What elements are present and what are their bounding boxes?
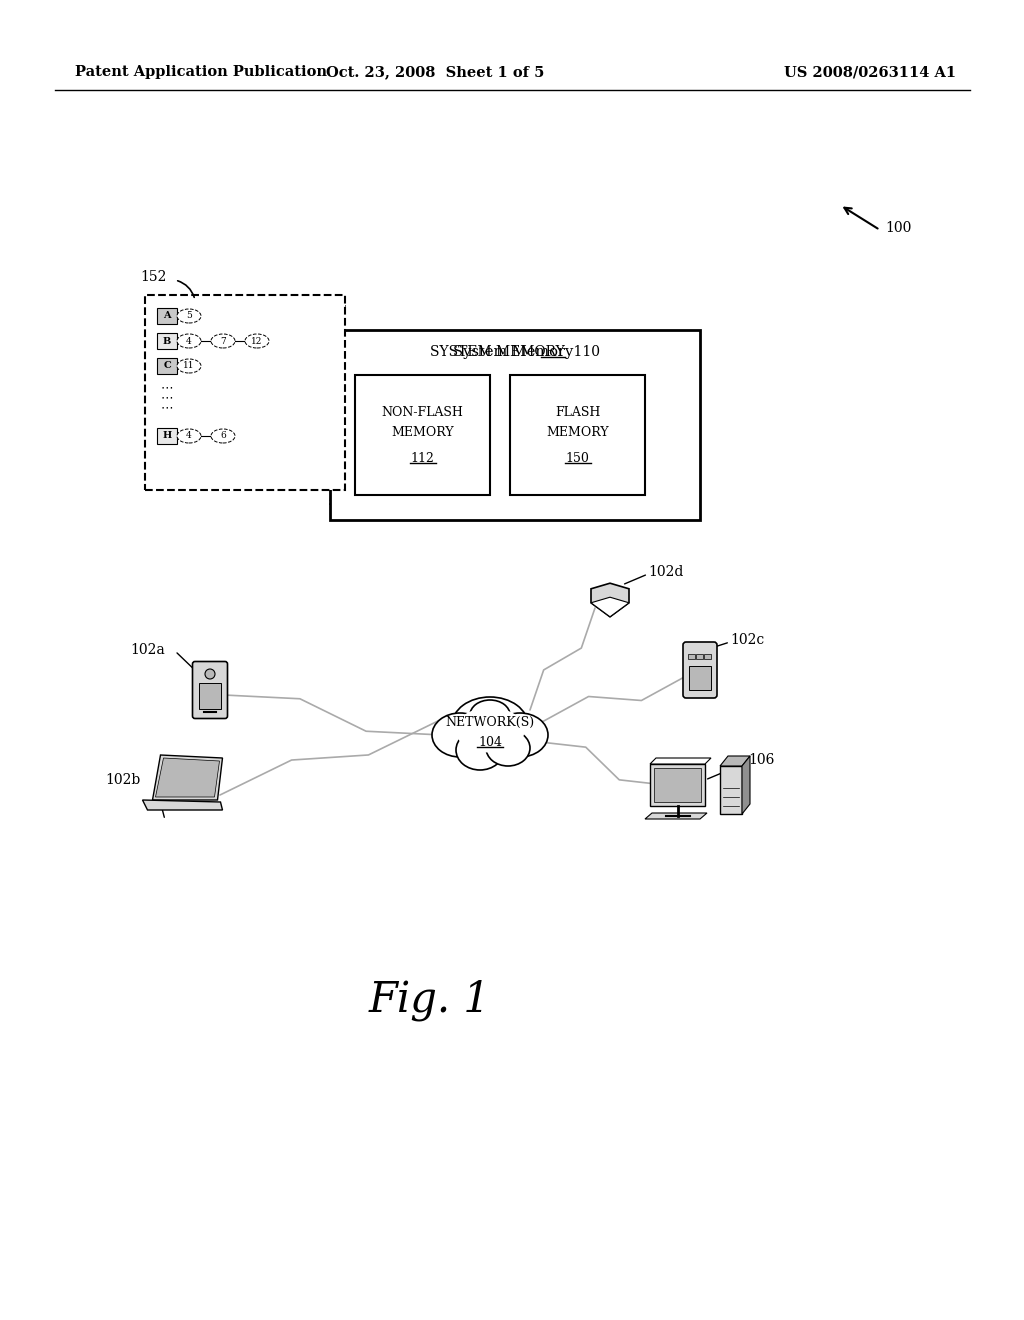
Bar bbox=[720, 766, 742, 814]
Text: SYSTEM MEMORY  110: SYSTEM MEMORY 110 bbox=[430, 345, 600, 359]
Bar bbox=[688, 653, 695, 659]
Ellipse shape bbox=[211, 429, 234, 444]
Bar bbox=[157, 308, 177, 323]
Ellipse shape bbox=[492, 713, 548, 756]
Bar bbox=[157, 333, 177, 348]
Text: 102c: 102c bbox=[730, 634, 764, 647]
Bar bbox=[650, 764, 705, 807]
Polygon shape bbox=[153, 755, 222, 800]
Text: 150: 150 bbox=[565, 451, 590, 465]
Bar bbox=[145, 294, 345, 490]
Ellipse shape bbox=[456, 730, 504, 770]
Ellipse shape bbox=[452, 697, 528, 752]
Ellipse shape bbox=[177, 334, 201, 348]
Text: NON-FLASH: NON-FLASH bbox=[382, 407, 464, 420]
FancyBboxPatch shape bbox=[193, 661, 227, 718]
Text: MEMORY: MEMORY bbox=[391, 426, 454, 440]
Polygon shape bbox=[720, 756, 750, 766]
Bar bbox=[157, 428, 177, 444]
Text: B: B bbox=[163, 337, 171, 346]
Text: 102b: 102b bbox=[105, 774, 140, 787]
Polygon shape bbox=[650, 758, 711, 764]
Ellipse shape bbox=[470, 700, 510, 730]
Ellipse shape bbox=[486, 730, 530, 766]
Bar bbox=[510, 375, 645, 495]
Ellipse shape bbox=[177, 309, 201, 323]
Text: 102a: 102a bbox=[130, 643, 165, 657]
Text: US 2008/0263114 A1: US 2008/0263114 A1 bbox=[784, 65, 956, 79]
Bar bbox=[654, 768, 701, 803]
Text: MEMORY: MEMORY bbox=[546, 426, 609, 440]
Polygon shape bbox=[142, 800, 222, 810]
Bar bbox=[330, 330, 700, 520]
Text: A: A bbox=[163, 312, 171, 321]
Bar bbox=[705, 653, 711, 659]
Text: Patent Application Publication: Patent Application Publication bbox=[75, 65, 327, 79]
Ellipse shape bbox=[456, 708, 524, 752]
Circle shape bbox=[205, 669, 215, 678]
Ellipse shape bbox=[211, 334, 234, 348]
Polygon shape bbox=[156, 758, 219, 797]
Text: 106: 106 bbox=[748, 752, 774, 767]
Text: System Memory: System Memory bbox=[453, 345, 578, 359]
Ellipse shape bbox=[177, 429, 201, 444]
Text: 11: 11 bbox=[183, 362, 195, 371]
Text: 4: 4 bbox=[186, 432, 191, 441]
FancyBboxPatch shape bbox=[683, 642, 717, 698]
Text: 5: 5 bbox=[186, 312, 191, 321]
Text: 104: 104 bbox=[478, 735, 502, 748]
Bar bbox=[157, 358, 177, 374]
Text: ⋯: ⋯ bbox=[161, 401, 173, 414]
Text: FLASH: FLASH bbox=[555, 407, 600, 420]
Text: C: C bbox=[163, 362, 171, 371]
Ellipse shape bbox=[432, 713, 488, 756]
Text: 7: 7 bbox=[220, 337, 226, 346]
Text: H: H bbox=[163, 432, 172, 441]
Polygon shape bbox=[645, 813, 707, 818]
Text: 102d: 102d bbox=[648, 565, 683, 579]
Text: 12: 12 bbox=[251, 337, 263, 346]
Text: NETWORK(S): NETWORK(S) bbox=[445, 715, 535, 729]
Text: 100: 100 bbox=[885, 220, 911, 235]
Ellipse shape bbox=[245, 334, 269, 348]
Bar bbox=[696, 653, 703, 659]
Bar bbox=[689, 667, 711, 690]
Text: 112: 112 bbox=[411, 451, 434, 465]
Text: 6: 6 bbox=[220, 432, 226, 441]
Polygon shape bbox=[591, 583, 629, 616]
Text: Oct. 23, 2008  Sheet 1 of 5: Oct. 23, 2008 Sheet 1 of 5 bbox=[326, 65, 544, 79]
Ellipse shape bbox=[177, 359, 201, 374]
Polygon shape bbox=[591, 597, 629, 616]
Bar bbox=[199, 682, 221, 709]
Text: 4: 4 bbox=[186, 337, 191, 346]
Polygon shape bbox=[742, 756, 750, 814]
Text: ⋯: ⋯ bbox=[161, 392, 173, 404]
Text: 152: 152 bbox=[140, 271, 166, 284]
Text: Fig. 1: Fig. 1 bbox=[369, 979, 490, 1020]
Bar bbox=[355, 375, 490, 495]
Text: ⋯: ⋯ bbox=[161, 381, 173, 395]
